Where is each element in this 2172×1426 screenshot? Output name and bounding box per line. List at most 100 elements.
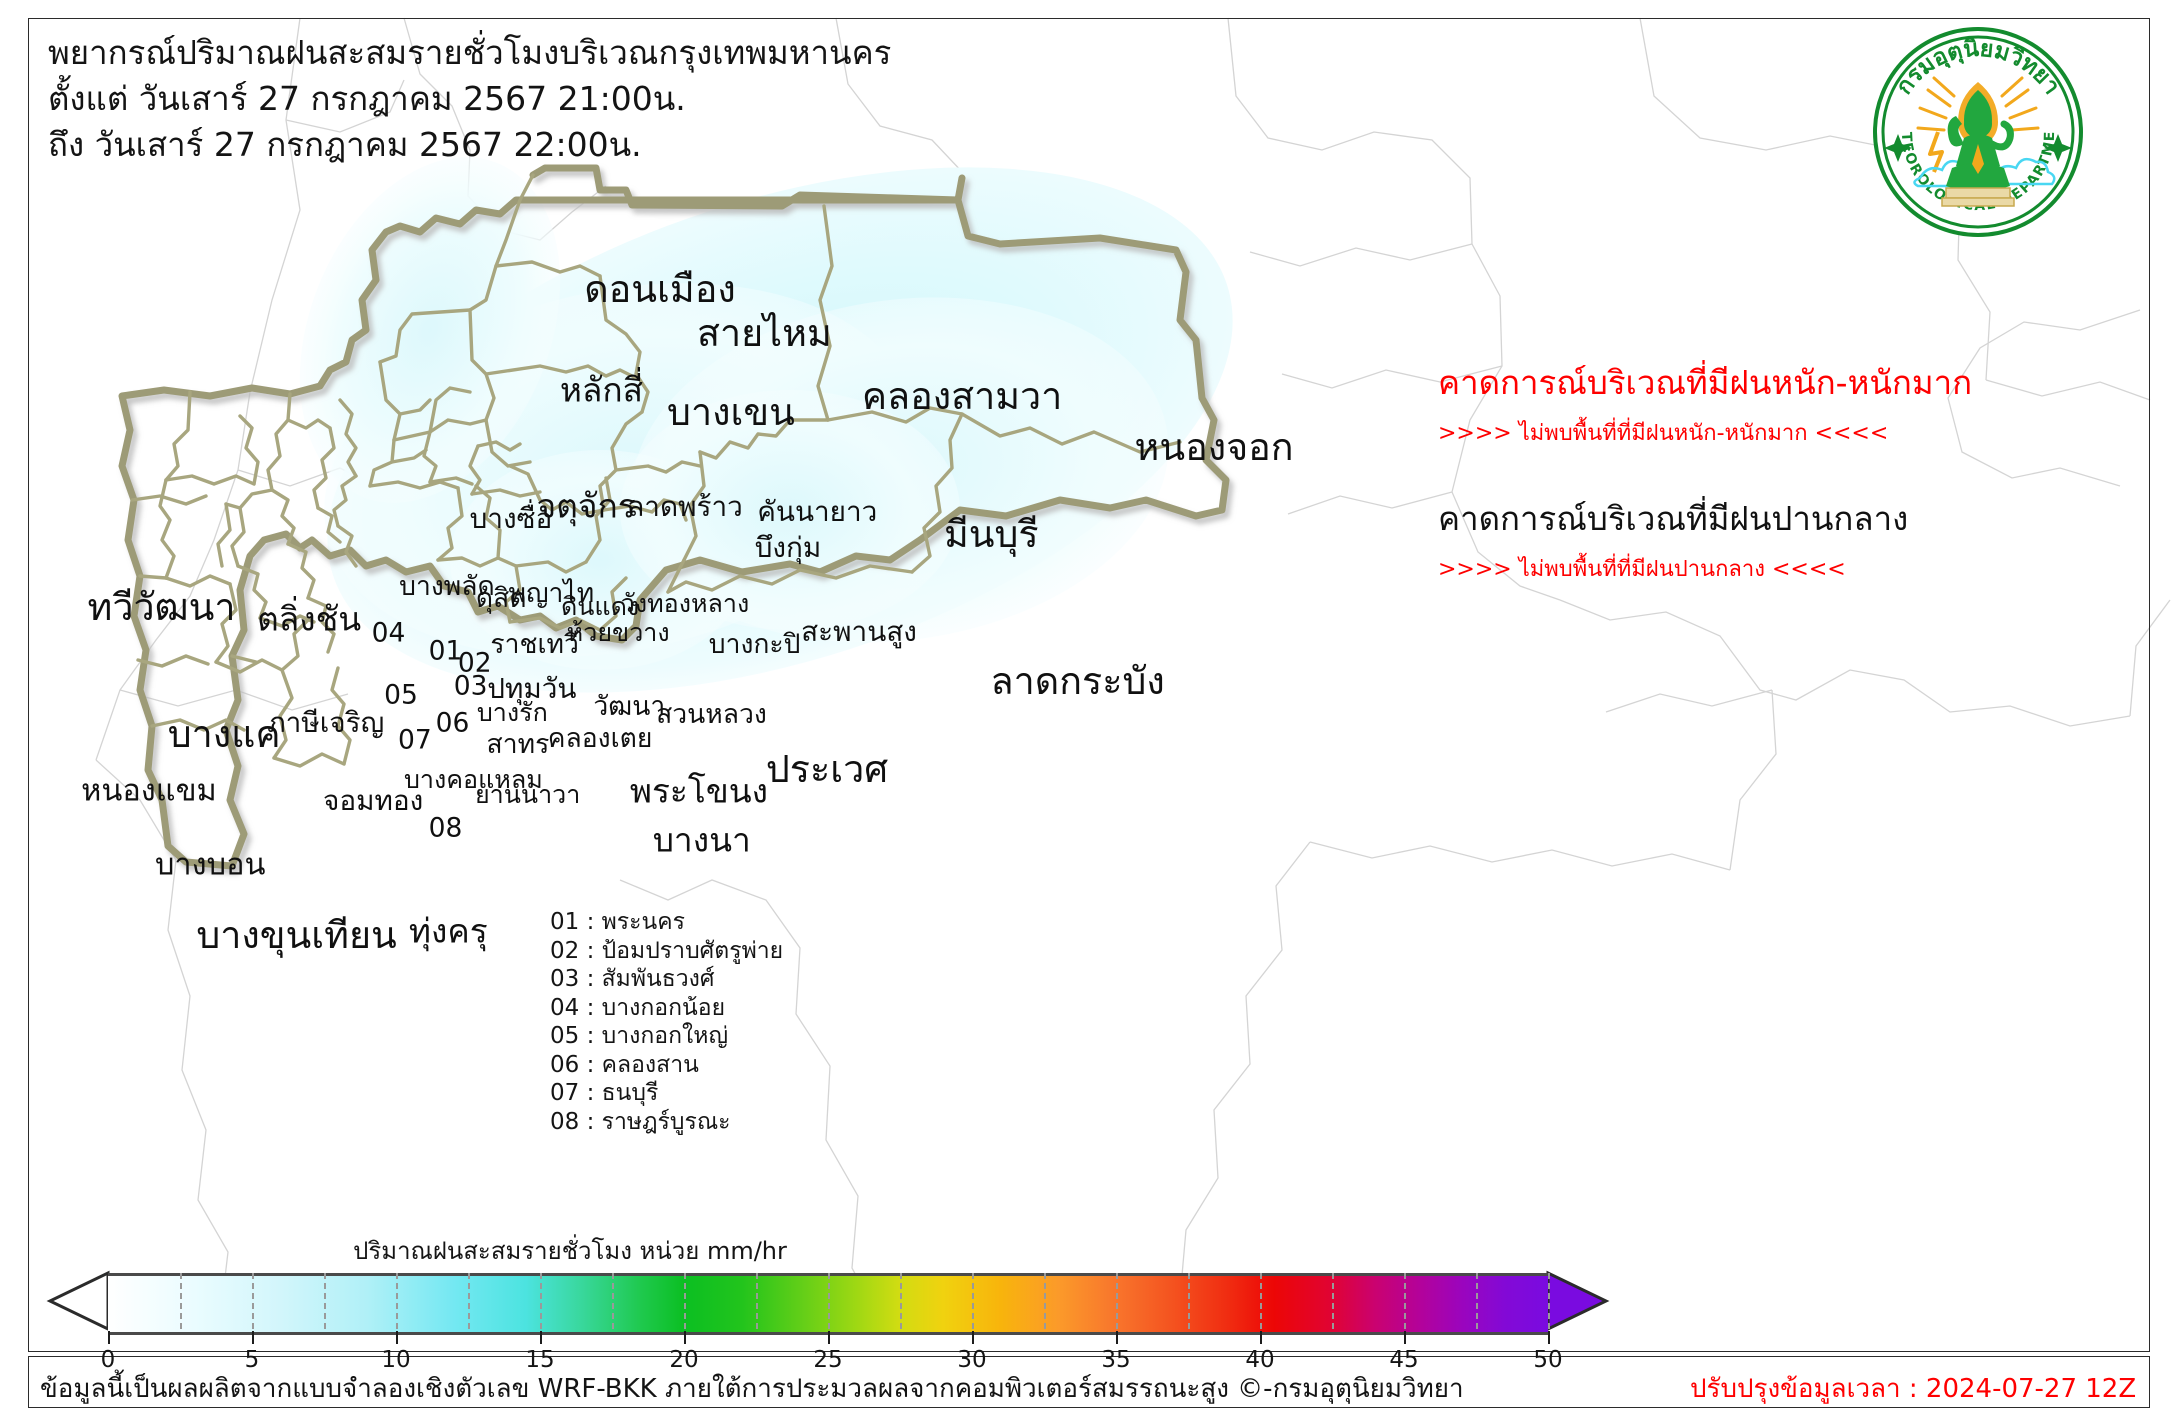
map-label-ปทุมวัน: ปทุมวัน (487, 672, 577, 706)
title-line-3-end-time: ถึง วันเสาร์ 27 กรกฎาคม 2567 22:00น. (48, 125, 642, 164)
colorbar-tick-label-45: 45 (1389, 1347, 1419, 1373)
map-label-พญาไท: พญาไท (508, 577, 595, 609)
district-key-row-03: 03 : สัมพันธวงศ์ (550, 966, 715, 992)
colorbar-tick-20 (684, 1331, 686, 1344)
rain-intensity-legend: คาดการณ์บริเวณที่มีฝนหนัก-หนักมาก >>>> ไ… (1438, 360, 2138, 590)
colorbar-tick-35 (1116, 1331, 1118, 1344)
colorbar-minor-dash (1188, 1273, 1190, 1329)
map-label-ลาดกระบัง: ลาดกระบัง (990, 658, 1165, 703)
colorbar-tick-label-5: 5 (244, 1347, 260, 1373)
map-label-บางบอน: บางบอน (154, 847, 266, 883)
title-line-1: พยากรณ์ปริมาณฝนสะสมรายชั่วโมงบริเวณกรุงเ… (48, 33, 892, 72)
map-label-03: 03 (453, 670, 488, 702)
district-key-row-07: 07 : ธนบุรี (550, 1080, 659, 1106)
colorbar-tick-label-0: 0 (100, 1347, 116, 1373)
map-label-ทุ่งครุ: ทุ่งครุ (408, 911, 488, 951)
colorbar-minor-dash (1548, 1273, 1550, 1329)
map-label-สาทร: สาทร (486, 728, 550, 760)
sun-rays-icon (1916, 76, 2040, 132)
bangkok-province-boundary (118, 164, 1230, 870)
map-label-ภาษีเจริญ: ภาษีเจริญ (267, 705, 385, 739)
moderate-rain-heading: คาดการณ์บริเวณที่มีฝนปานกลาง (1438, 499, 1909, 538)
colorbar-minor-dash (1044, 1273, 1046, 1329)
map-label-05: 05 (384, 679, 418, 711)
district-code-key: 01 : พระนคร 02 : ป้อมปราบศัตรูพ่าย 03 : สั… (550, 908, 783, 1136)
colorbar-tick-15 (540, 1331, 542, 1344)
map-label-จตุจักร: จตุจักร (536, 486, 636, 526)
colorbar-tick-30 (972, 1331, 974, 1344)
map-label-สวนหลวง: สวนหลวง (656, 699, 767, 731)
colorbar-minor-dash (612, 1273, 614, 1329)
district-key-row-06: 06 : คลองสาน (550, 1051, 699, 1078)
map-label-พระโขนง: พระโขนง (629, 771, 768, 811)
map-label-02: 02 (457, 647, 492, 679)
colorbar-minor-dash (252, 1273, 254, 1329)
map-label-ห้วยขวาง: ห้วยขวาง (566, 618, 670, 648)
district-boundaries (130, 173, 1182, 768)
colorbar-minor-dash (1404, 1273, 1406, 1329)
district-key-row-05: 05 : บางกอกใหญ่ (550, 1023, 729, 1049)
map-label-วังทองหลาง: วังทองหลาง (620, 588, 750, 618)
district-key-row-02: 02 : ป้อมปราบศัตรูพ่าย (550, 937, 784, 964)
map-label-หนองจอก: หนองจอก (1134, 425, 1294, 470)
colorbar-tick-label-10: 10 (381, 1347, 411, 1373)
colorbar-tick-label-15: 15 (525, 1347, 555, 1373)
colorbar-minor-dash (756, 1273, 758, 1329)
page-title: พยากรณ์ปริมาณฝนสะสมรายชั่วโมงบริเวณกรุงเ… (48, 30, 1008, 168)
colorbar-minor-dash (1116, 1273, 1118, 1329)
district-key-row-04: 04 : บางกอกน้อย (550, 994, 726, 1021)
logo-star-ornament-icon (1884, 134, 2072, 162)
colorbar-tick-5 (252, 1331, 254, 1344)
footer-credit: ข้อมูลนี้เป็นผลผลิตจากแบบจำลองเชิงตัวเลข… (40, 1374, 1464, 1404)
colorbar-minor-dash (468, 1273, 470, 1329)
map-label-บางแค: บางแค (167, 711, 281, 756)
colorbar-minor-dash (1332, 1273, 1334, 1329)
colorbar-minor-dash (1260, 1273, 1262, 1329)
map-label-สายไหม: สายไหม (696, 310, 832, 355)
colorbar-tick-50 (1548, 1331, 1550, 1344)
map-label-01: 01 (428, 635, 463, 667)
map-label-ตลิ่งชัน: ตลิ่งชัน (256, 599, 362, 639)
district-key-row-08: 08 : ราษฎร์บูรณะ (550, 1108, 731, 1135)
map-label-จอมทอง: จอมทอง (323, 784, 424, 818)
map-label-ประเวศ: ประเวศ (765, 746, 889, 791)
deity-figure-icon (1941, 82, 2015, 207)
colorbar-tick-45 (1404, 1331, 1406, 1344)
map-label-สะพานสูง: สะพานสูง (801, 614, 917, 648)
colorbar-minor-dash (900, 1273, 902, 1329)
colorbar-minor-dash (972, 1273, 974, 1329)
colorbar-tick-label-50: 50 (1533, 1347, 1563, 1373)
map-label-บางนา: บางนา (652, 820, 751, 860)
colorbar-tick-label-35: 35 (1101, 1347, 1131, 1373)
map-label-หลักสี่: หลักสี่ (559, 370, 644, 410)
colorbar-tick-label-20: 20 (669, 1347, 699, 1373)
colorbar-minor-dash (180, 1273, 182, 1329)
map-label-ดินแดง: ดินแดง (560, 591, 640, 621)
district-key-row-01: 01 : พระนคร (550, 909, 685, 935)
colorbar-tick-label-40: 40 (1245, 1347, 1275, 1373)
colorbar-minor-dash (540, 1273, 542, 1329)
colorbar-tick-label-30: 30 (957, 1347, 987, 1373)
map-label-คลองเตย: คลองเตย (547, 723, 653, 755)
colorbar-tick-40 (1260, 1331, 1262, 1344)
colorbar-minor-dash (1476, 1273, 1478, 1329)
map-label-ยานนาวา: ยานนาวา (474, 780, 581, 810)
map-label-04: 04 (371, 617, 406, 649)
colorbar-tick-25 (828, 1331, 830, 1344)
map-label-08: 08 (428, 812, 463, 844)
map-label-บางขุนเทียน: บางขุนเทียน (196, 913, 397, 958)
map-label-บึงกุ่ม: บึงกุ่ม (754, 531, 822, 565)
map-label-คันนายาว: คันนายาว (757, 494, 878, 528)
map-label-มีนบุรี: มีนบุรี (943, 512, 1039, 557)
map-label-บางกะปิ: บางกะปิ (708, 629, 801, 661)
map-label-ราชเทวี: ราชเทวี (490, 629, 579, 661)
footer-frame-border (28, 1356, 2150, 1408)
map-label-วัฒนา: วัฒนา (593, 691, 666, 722)
map-label-ดอนเมือง: ดอนเมือง (584, 267, 736, 312)
colorbar-tick-label-25: 25 (813, 1347, 843, 1373)
moderate-rain-note: >>>> ไม่พบพื้นที่ที่มีฝนปานกลาง <<<< (1438, 557, 1846, 582)
colorbar-tick-10 (396, 1331, 398, 1344)
map-label-หนองแขม: หนองแขม (81, 773, 217, 809)
